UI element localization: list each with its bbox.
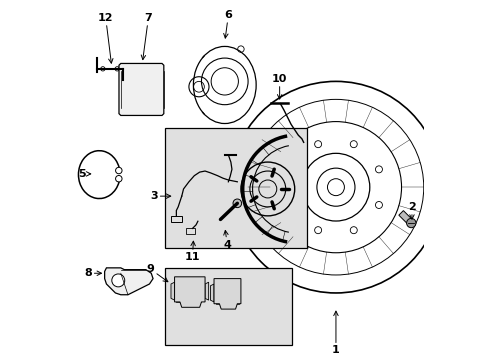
Polygon shape bbox=[119, 63, 163, 116]
Circle shape bbox=[406, 219, 415, 228]
Polygon shape bbox=[104, 268, 153, 295]
Polygon shape bbox=[171, 282, 174, 300]
Text: 9: 9 bbox=[146, 264, 167, 282]
Polygon shape bbox=[174, 277, 204, 307]
Text: 3: 3 bbox=[150, 191, 170, 201]
Text: 10: 10 bbox=[271, 74, 287, 99]
Circle shape bbox=[130, 68, 150, 88]
Polygon shape bbox=[210, 284, 214, 302]
Text: 2: 2 bbox=[407, 202, 415, 219]
Polygon shape bbox=[176, 284, 201, 302]
Bar bbox=[164, 128, 306, 248]
Circle shape bbox=[151, 100, 157, 106]
Polygon shape bbox=[204, 282, 208, 300]
Polygon shape bbox=[215, 284, 239, 304]
Circle shape bbox=[123, 72, 130, 79]
Circle shape bbox=[112, 274, 124, 287]
Text: 12: 12 bbox=[98, 13, 113, 63]
Circle shape bbox=[233, 199, 241, 208]
Text: 7: 7 bbox=[141, 13, 152, 60]
Polygon shape bbox=[398, 211, 413, 226]
Circle shape bbox=[151, 72, 157, 79]
Text: 6: 6 bbox=[223, 10, 232, 38]
Circle shape bbox=[300, 140, 306, 148]
Text: 4: 4 bbox=[223, 230, 231, 249]
Text: 5: 5 bbox=[79, 169, 91, 179]
Text: 11: 11 bbox=[184, 241, 200, 262]
Polygon shape bbox=[214, 279, 241, 309]
Circle shape bbox=[130, 91, 150, 111]
Text: 1: 1 bbox=[331, 311, 339, 355]
Bar bbox=[186, 228, 195, 234]
Text: 8: 8 bbox=[84, 268, 102, 278]
Circle shape bbox=[123, 100, 130, 106]
Bar bbox=[164, 268, 292, 345]
Bar bbox=[171, 216, 182, 222]
